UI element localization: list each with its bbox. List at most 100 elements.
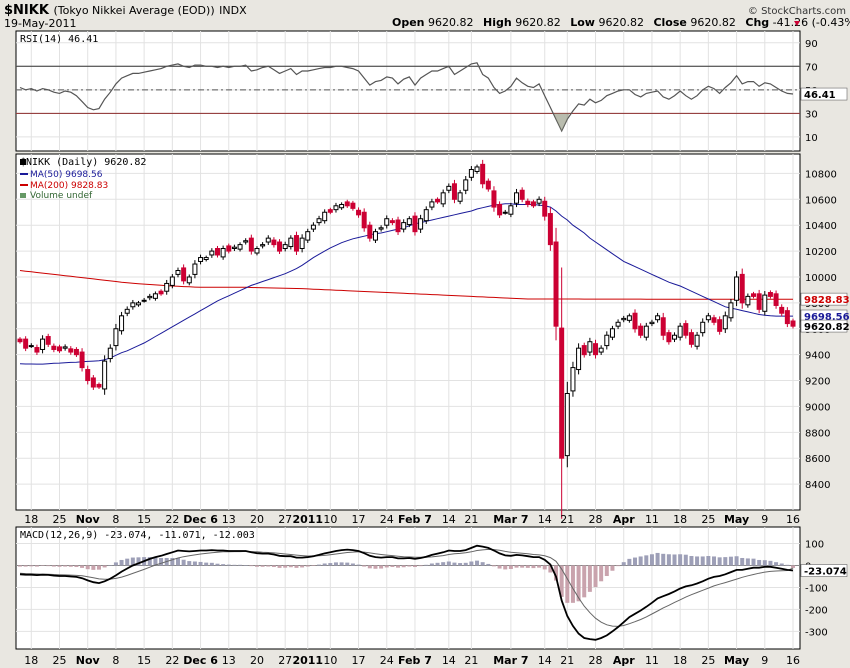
x-tick-label: 8 (112, 513, 119, 526)
candle (559, 267, 565, 519)
x-tick-label: Nov (76, 654, 101, 667)
macd-histogram-bar (649, 554, 654, 566)
x-tick-label: 14 (442, 654, 456, 667)
price-tick-label: 10800 (805, 169, 837, 180)
candle-body (587, 341, 593, 353)
macd-histogram-bar (125, 558, 130, 566)
candle-body (688, 332, 694, 345)
candle-body (310, 224, 316, 230)
candle (790, 318, 796, 329)
candle-body (615, 321, 621, 327)
macd-histogram-bar (463, 562, 468, 566)
macd-y-axis: 1000-100-200-300 (805, 539, 828, 638)
macd-histogram-bar (396, 565, 401, 568)
candle-body (237, 244, 243, 250)
candle (367, 221, 373, 242)
price-tick-label: 9000 (805, 402, 830, 413)
candle-body (102, 360, 108, 390)
macd-histogram-bar (458, 563, 463, 566)
macd-histogram-bar (446, 561, 451, 566)
candle-body (265, 237, 271, 243)
candle (474, 164, 480, 174)
macd-histogram-bar (367, 565, 372, 569)
macd-histogram-bar (683, 554, 688, 566)
macd-histogram-bar (147, 557, 152, 566)
candle-body (457, 192, 463, 202)
candle (23, 336, 29, 352)
candle-body (474, 166, 480, 172)
x-tick-label: 21 (560, 654, 574, 667)
macd-histogram-bar (559, 565, 564, 597)
x-tick-label: Dec 6 (183, 654, 218, 667)
candle-body (384, 218, 390, 226)
candle (598, 345, 604, 355)
macd-histogram-bar (390, 565, 395, 568)
macd-histogram-bar (317, 564, 322, 566)
macd-histogram-bar (655, 552, 660, 566)
candle (220, 245, 226, 260)
macd-histogram-bar (266, 565, 271, 567)
candle-body (773, 293, 779, 306)
candle-body (79, 351, 85, 369)
candle-body (525, 200, 531, 205)
x-tick-label: Mar 7 (493, 654, 528, 667)
candle (327, 207, 333, 215)
x-tick-label: 2011 (292, 654, 323, 667)
macd-histogram-bar (283, 565, 288, 568)
candle (265, 235, 271, 245)
candle-body (626, 315, 632, 321)
macd-value-tag: -23.074 (804, 567, 847, 578)
macd-histogram-bar (565, 565, 570, 603)
candle-body (152, 293, 158, 299)
candle (68, 346, 74, 355)
candle (660, 312, 666, 341)
candle (435, 197, 441, 204)
candle-body (68, 348, 74, 353)
macd-histogram-bar (271, 565, 276, 568)
candle (632, 309, 638, 333)
candle-body (316, 218, 322, 224)
x-tick-label: 28 (589, 654, 603, 667)
macd-histogram-bar (187, 561, 192, 566)
candle (90, 375, 96, 390)
macd-histogram-bar (700, 556, 705, 566)
candle (423, 206, 429, 224)
candle-body (435, 198, 441, 203)
candle (260, 242, 266, 249)
candle-body (56, 346, 62, 352)
macd-histogram-bar (356, 564, 361, 566)
candle-body (322, 211, 328, 222)
macd-histogram-bar (119, 559, 124, 566)
candle (677, 322, 683, 341)
candle (113, 323, 119, 351)
candle (542, 196, 548, 221)
candle (45, 333, 51, 348)
macd-histogram-bar (294, 565, 299, 568)
candle (152, 291, 158, 301)
macd-histogram-bar (412, 565, 417, 568)
macd-histogram-bar (661, 553, 666, 566)
candle (784, 307, 790, 328)
rsi-value-tag-bg (800, 87, 848, 101)
macd-histogram-bar (616, 565, 621, 567)
macd-histogram-bar (130, 557, 135, 566)
price-tick-label: 8600 (805, 454, 830, 465)
candle-body (164, 282, 170, 292)
candle (745, 293, 751, 308)
macd-histogram-bar (68, 565, 73, 567)
candle (773, 290, 779, 309)
candle (711, 314, 717, 326)
candle (604, 331, 610, 350)
macd-histogram-bar (102, 565, 107, 568)
candle-body (186, 276, 192, 284)
candle-body (214, 248, 220, 256)
candle (463, 176, 469, 195)
candle (519, 187, 525, 203)
x-tick-label: 18 (673, 654, 687, 667)
x-tick-label: 18 (673, 513, 687, 526)
candle-body (559, 327, 565, 459)
candle (694, 331, 700, 350)
candle (135, 300, 141, 307)
macd-histogram-bar (232, 564, 237, 566)
macd-histogram-bar (51, 565, 56, 567)
